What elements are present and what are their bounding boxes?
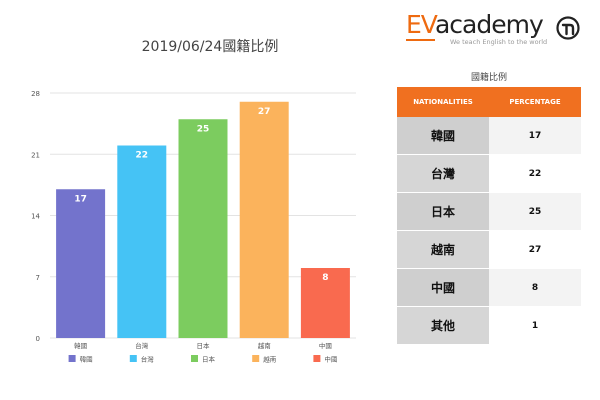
data-label: 17 [74, 194, 87, 204]
legend-label: 韓國 [80, 355, 93, 364]
logo-tagline: We teach English to the world [450, 38, 548, 46]
bar [300, 268, 350, 338]
percentage-cell: 27 [489, 230, 581, 269]
table-header-row: NATIONALITIES PERCENTAGE [397, 87, 581, 117]
legend-swatch [129, 355, 137, 362]
y-tick-label: 21 [31, 151, 40, 159]
nationality-cell: 日本 [397, 192, 489, 231]
x-tick-label: 台灣 [135, 341, 149, 350]
x-tick-label: 韓國 [74, 341, 87, 350]
nationality-table: NATIONALITIES PERCENTAGE 韓國 17 台灣 22 日本 … [397, 87, 581, 345]
nationality-cell: 韓國 [397, 117, 489, 155]
legend-label: 越南 [263, 355, 277, 364]
legend-swatch [191, 355, 198, 362]
data-label: 25 [197, 124, 210, 134]
nationality-cell: 越南 [397, 230, 489, 269]
percentage-cell: 22 [489, 154, 581, 193]
bar [178, 119, 228, 338]
table-row: 越南 27 [397, 230, 581, 269]
legend-label: 中國 [324, 355, 337, 364]
header-percentage: PERCENTAGE [489, 87, 581, 117]
x-tick-label: 越南 [258, 341, 272, 350]
table-row: 其他 1 [397, 306, 581, 345]
header-nationalities: NATIONALITIES [397, 87, 489, 117]
y-tick-label: 0 [36, 335, 40, 343]
evacademy-logo: EVacademy We teach English to the world [406, 10, 596, 50]
data-label: 22 [136, 151, 149, 161]
logo-wordmark: EVacademy [406, 10, 544, 41]
table-row: 韓國 17 [397, 117, 581, 155]
table-row: 中國 8 [397, 268, 581, 307]
legend-label: 日本 [202, 355, 216, 364]
bar [117, 145, 167, 338]
bar [239, 101, 289, 338]
percentage-cell: 25 [489, 192, 581, 231]
y-tick-label: 28 [31, 90, 40, 98]
table-row: 日本 25 [397, 192, 581, 231]
nationality-cell: 中國 [397, 268, 489, 307]
x-tick-label: 日本 [197, 341, 211, 350]
chart-title: 2019/06/24國籍比例 [141, 39, 279, 55]
logo-academy-text: academy [434, 10, 544, 39]
data-label: 27 [258, 107, 271, 117]
legend-swatch [68, 355, 76, 362]
legend-label: 台灣 [141, 355, 155, 364]
data-label: 8 [322, 273, 328, 283]
legend-swatch [252, 355, 260, 362]
table-title: 國籍比例 [470, 73, 507, 83]
percentage-cell: 8 [489, 268, 581, 307]
percentage-cell: 17 [489, 117, 581, 155]
x-tick-label: 中國 [319, 341, 332, 350]
logo-ev-text: EV [406, 10, 436, 41]
legend-swatch [313, 355, 321, 362]
bar [56, 189, 106, 338]
logo-circle-icon [556, 16, 580, 40]
nationality-cell: 其他 [397, 306, 489, 345]
percentage-cell: 1 [489, 306, 581, 345]
nationality-cell: 台灣 [397, 154, 489, 193]
y-tick-label: 14 [31, 213, 40, 221]
table-row: 台灣 22 [397, 154, 581, 193]
y-tick-label: 7 [36, 274, 40, 282]
